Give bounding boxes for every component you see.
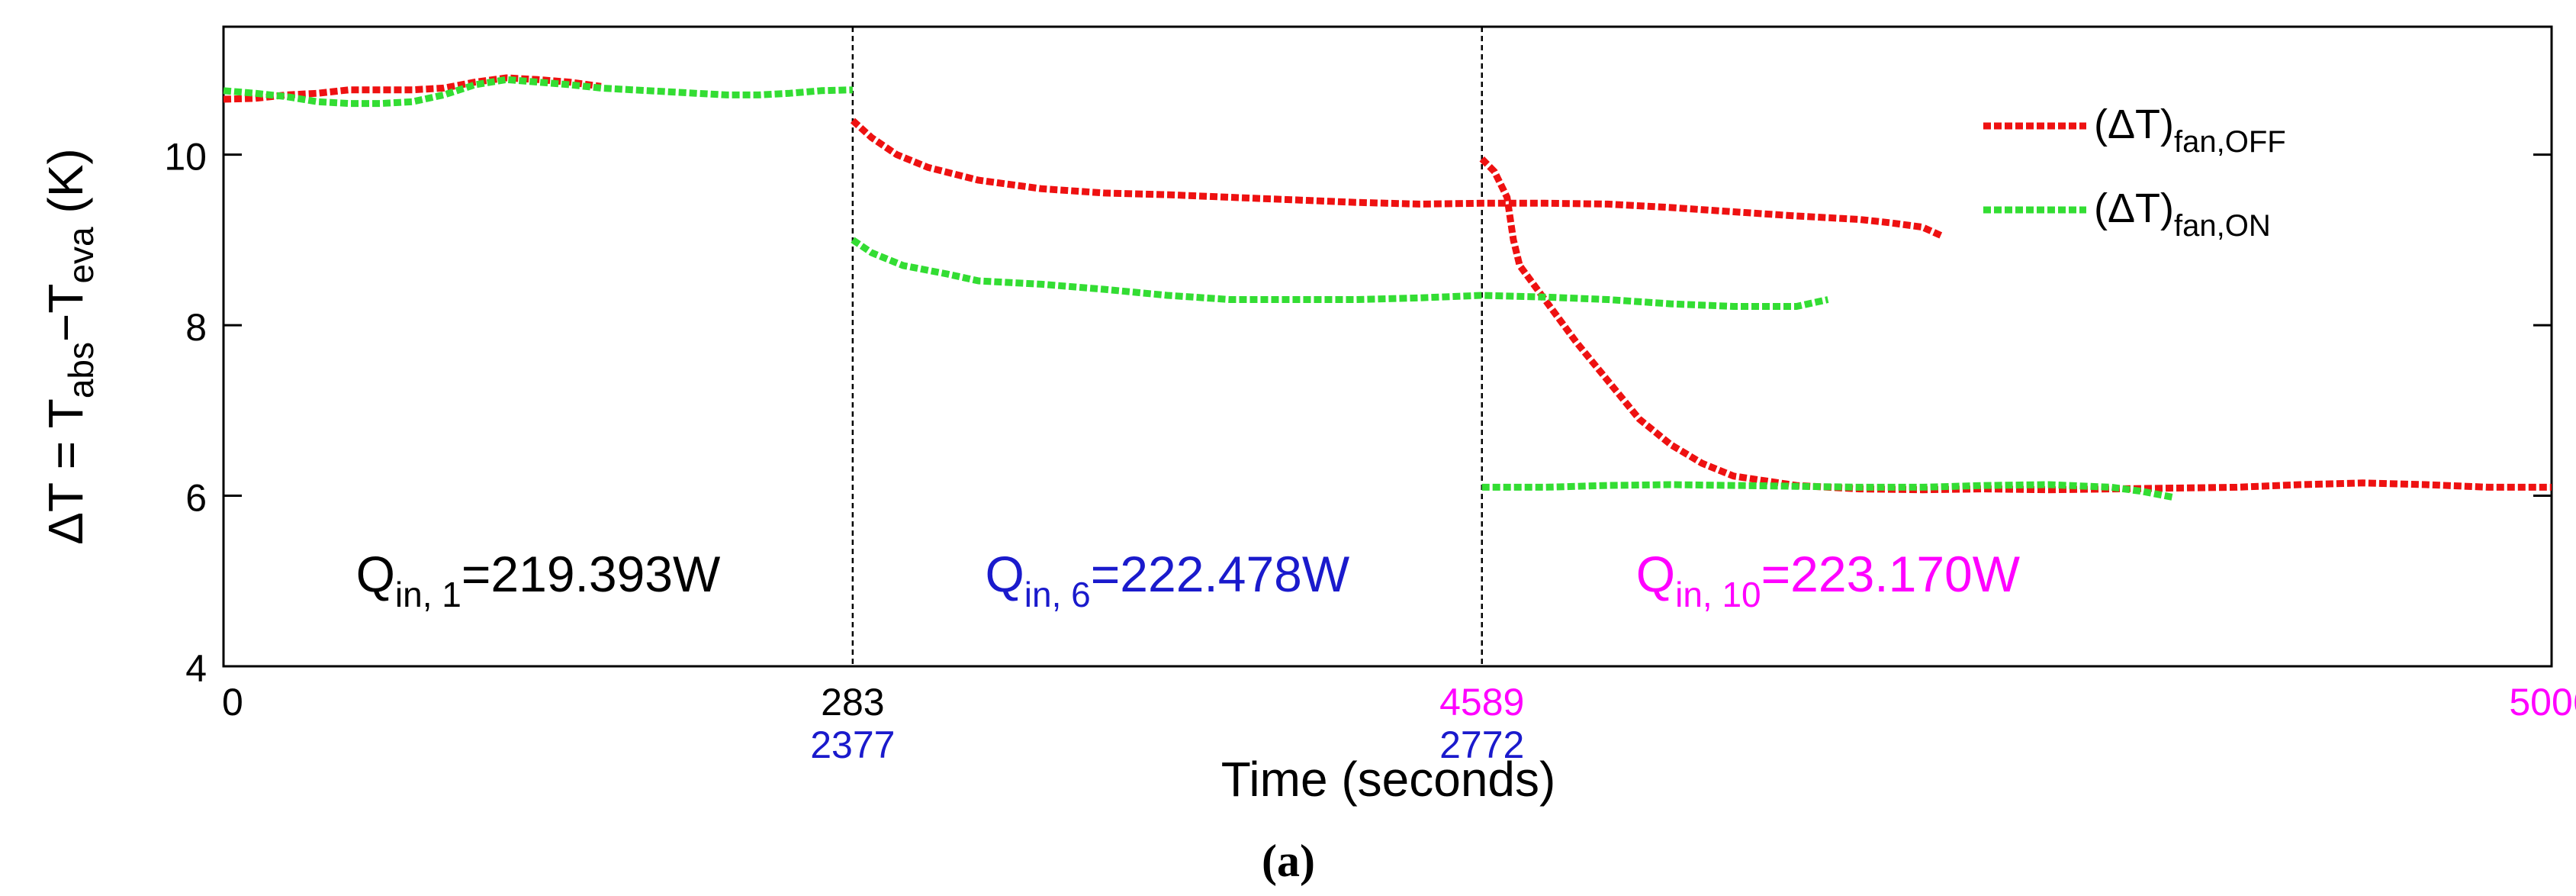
x-axis-title: Time (seconds) (1221, 752, 1556, 807)
legend-label-sub: fan,OFF (2174, 125, 2286, 159)
y-axis-title-suffix: (K) (38, 148, 93, 227)
legend-label-prefix: (ΔT) (2094, 102, 2174, 147)
legend-label: (ΔT)fan,OFF (2094, 102, 2286, 159)
series-fanon-line-1 (223, 76, 854, 108)
legend: (ΔT)fan,OFF(ΔT)fan,ON (1983, 102, 2286, 243)
region-label-value: =219.393W (461, 546, 721, 602)
y-axis-title: ΔT = Tabs−Teva (K) (38, 148, 101, 544)
region-label-3: Qin, 10=223.170W (1636, 546, 2021, 614)
y-axis-title-mid: −T (38, 284, 93, 342)
legend-label-sub: fan,ON (2174, 209, 2271, 243)
figure-caption: (a) (1262, 836, 1315, 886)
y-tick-label: 4 (185, 647, 207, 690)
series-fanon-line-2 (851, 237, 1829, 310)
region-label-sub: in, 1 (395, 575, 461, 614)
series-fanon-line-3 (1481, 481, 2175, 501)
region-label-sub: in, 10 (1675, 575, 1761, 614)
region-label-2: Qin, 6=222.478W (985, 546, 1349, 614)
plot-frame (222, 25, 2553, 668)
region-label-base: Q (985, 546, 1024, 602)
series-fanoff-line-2 (850, 118, 1943, 239)
y-axis-title-prefix: ΔT = T (38, 398, 93, 545)
region-label-sub: in, 6 (1024, 575, 1091, 614)
y-tick-label: 10 (164, 136, 207, 179)
region-label-base: Q (356, 546, 395, 602)
region-label-value: =222.478W (1091, 546, 1350, 602)
y-axis-ticks: 4 6 8 10 (164, 136, 2552, 690)
region-label-1: Qin, 1=219.393W (356, 546, 721, 614)
x-tick-label: 4589 (1439, 681, 1524, 724)
legend-label-prefix: (ΔT) (2094, 185, 2174, 231)
region-label-base: Q (1636, 546, 1675, 602)
y-tick-label: 6 (185, 477, 207, 520)
region-label-value: =223.170W (1761, 546, 2021, 602)
x-tick-label: 2377 (810, 724, 895, 766)
series-lines (223, 74, 2552, 501)
series-fanoff-line-1 (223, 74, 602, 103)
x-tick-label: 5006 (2509, 681, 2576, 724)
y-axis-title-sub2: eva (61, 227, 101, 284)
boundary-lines (851, 27, 1483, 666)
y-axis-title-sub1: abs (61, 342, 101, 398)
y-tick-label: 8 (185, 306, 207, 349)
region-labels: Qin, 1=219.393W Qin, 6=222.478W Qin, 10=22… (356, 546, 2021, 614)
x-tick-label: 283 (821, 681, 884, 724)
legend-label: (ΔT)fan,ON (2094, 185, 2271, 243)
x-tick-label: 0 (222, 681, 243, 724)
x-tick-label: 2772 (1439, 724, 1524, 766)
